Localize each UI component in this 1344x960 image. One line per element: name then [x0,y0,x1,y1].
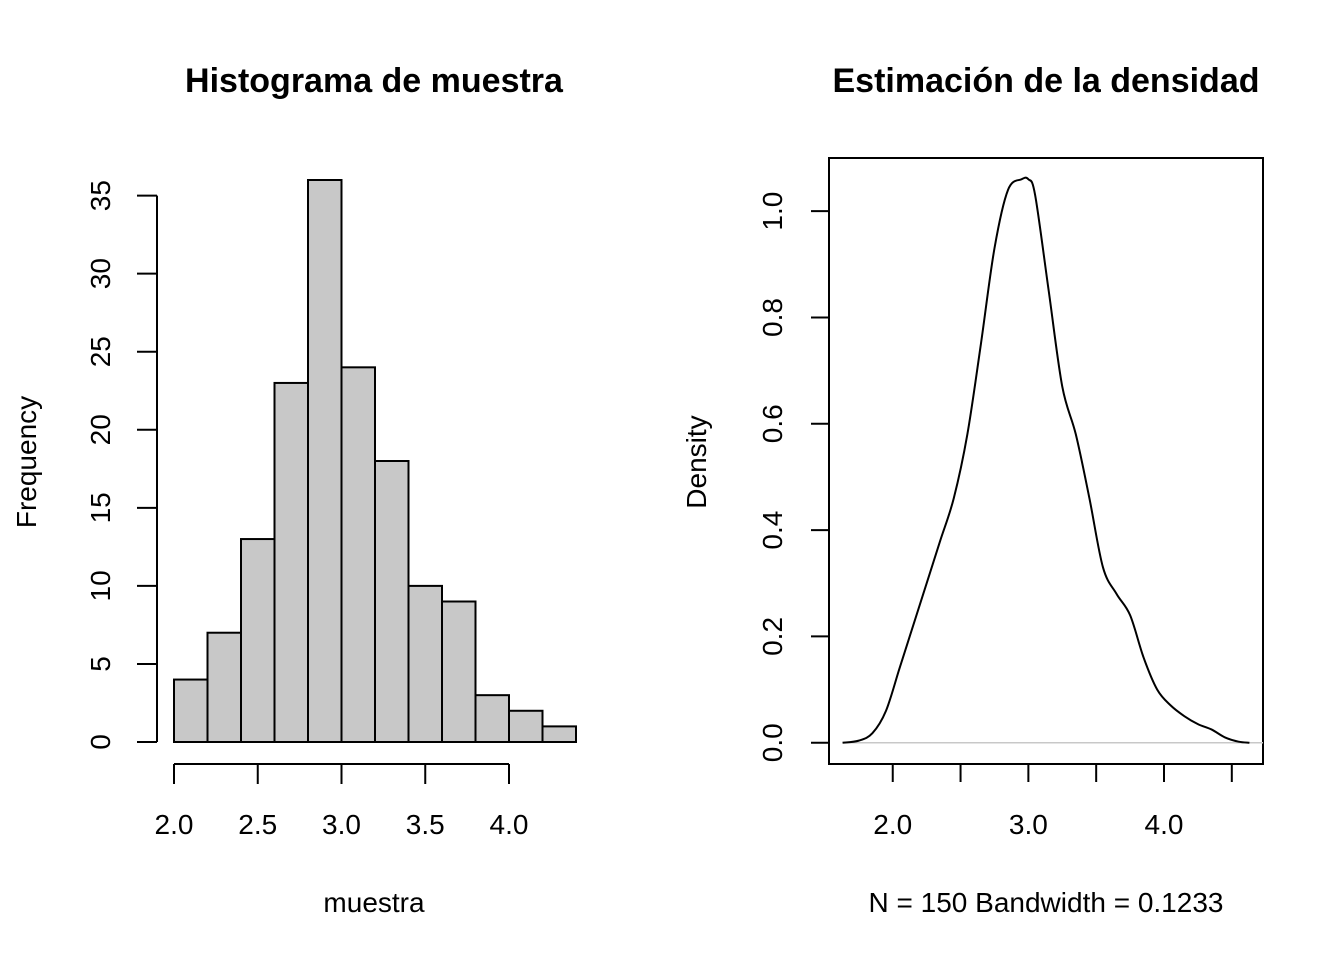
density-y-tick-label: 0.4 [757,511,788,550]
histogram-x-tick-label: 2.0 [155,809,194,840]
density-x-tick-label: 2.0 [873,809,912,840]
histogram-bar [374,460,410,743]
histogram-x-axis: 2.0 2.5 3.0 3.5 4.0 [155,763,529,840]
density-y-tick-label: 1.0 [757,192,788,231]
density-x-axis: 2.0 3.0 4.0 [873,764,1233,840]
histogram-y-tick-label: 5 [85,656,116,672]
histogram-x-tick-label: 4.0 [490,809,529,840]
histogram-bar [508,709,544,743]
density-y-tick-label: 0.8 [757,298,788,337]
histogram-bar [541,725,577,744]
density-x-tick-label: 3.0 [1009,809,1048,840]
histogram-bar [240,538,276,743]
histogram-bar [273,381,309,743]
histogram-y-tick-label: 25 [85,336,116,367]
histogram-x-tick-label: 3.0 [322,809,361,840]
histogram-y-tick-label: 30 [85,258,116,289]
density-x-tick-label: 4.0 [1145,809,1184,840]
histogram-bar [340,366,376,743]
histogram-y-tick-label: 15 [85,492,116,523]
histogram-y-axis: 0 5 10 15 20 25 30 35 [85,180,158,750]
histogram-y-tick-label: 0 [85,734,116,750]
histogram-y-tick-label: 10 [85,570,116,601]
density-x-label: N = 150 Bandwidth = 0.1233 [869,887,1224,918]
density-y-tick-label: 0.2 [757,617,788,656]
histogram-panel: Histograma de muestra muestra Frequency … [11,62,577,918]
histogram-bar [441,600,477,743]
density-title: Estimación de la densidad [832,62,1259,100]
histogram-bar [307,179,343,743]
histogram-bars [173,179,577,744]
histogram-y-label: Frequency [11,396,42,528]
density-y-axis: 0.0 0.2 0.4 0.6 0.8 1.0 [757,192,829,762]
histogram-x-label: muestra [323,887,425,918]
histogram-x-tick-label: 3.5 [406,809,445,840]
histogram-bar [173,678,209,743]
histogram-y-tick-label: 20 [85,414,116,445]
histogram-bar [474,694,510,744]
histogram-bar [407,584,443,744]
histogram-bar [206,631,242,744]
histogram-y-tick-label: 35 [85,180,116,211]
density-y-label: Density [681,415,712,508]
density-curve [842,176,1250,744]
density-plot-box [828,157,1264,765]
density-y-tick-label: 0.0 [757,723,788,762]
density-y-tick-label: 0.6 [757,404,788,443]
histogram-title: Histograma de muestra [185,62,564,100]
density-panel: Estimación de la densidad N = 150 Bandwi… [681,62,1264,918]
histogram-x-tick-label: 2.5 [238,809,277,840]
